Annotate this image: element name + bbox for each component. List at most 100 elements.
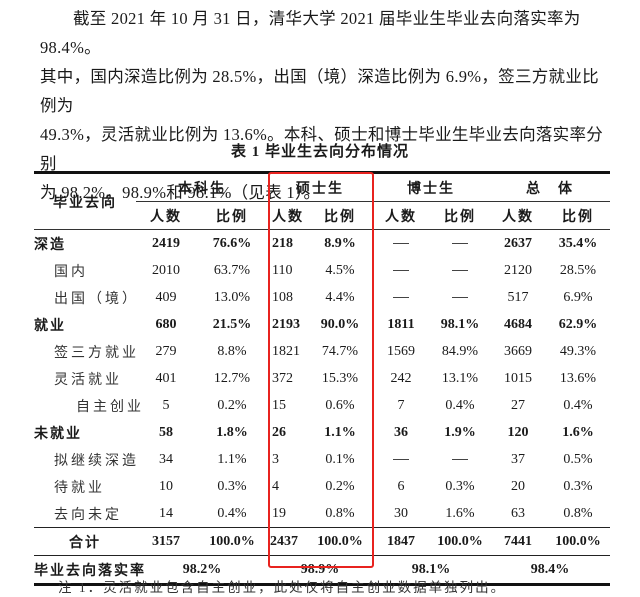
- graduate-destination-table: 毕业去向 本科生 硕士生 博士生 总 体 人数 比例 人数 比例 人数 比例 人…: [34, 171, 610, 586]
- row-label: 待就业: [54, 480, 105, 496]
- ratio-cell: 1.6%: [445, 505, 475, 521]
- ratio-cell: 1.1%: [324, 424, 356, 440]
- group-header-undergrad: 本科生: [136, 171, 268, 202]
- row-label: 灵活就业: [54, 372, 122, 388]
- count-cell: 108: [272, 289, 293, 305]
- subheader-ratio: 比例: [196, 201, 268, 230]
- count-cell: 26: [272, 424, 286, 440]
- group-header-total: 总 体: [490, 171, 610, 202]
- count-cell: 110: [272, 262, 293, 278]
- ratio-cell: 21.5%: [212, 316, 252, 332]
- ratio-cell: 100.0%: [196, 527, 268, 556]
- ratio-cell: 0.3%: [217, 478, 247, 494]
- rate-cell: 98.4%: [490, 555, 610, 586]
- row-label: 出国（境）: [54, 291, 139, 307]
- ratio-cell: 0.3%: [445, 478, 475, 494]
- table-row: 签三方就业 279 8.8% 1821 74.7% 1569 84.9% 3669 49.3%: [34, 338, 610, 365]
- table-row: 自主创业 5 0.2% 15 0.6% 7 0.4% 27 0.4%: [34, 392, 610, 419]
- ratio-cell: 1.8%: [216, 424, 248, 440]
- count-cell: 4: [272, 478, 279, 494]
- ratio-cell: 0.4%: [217, 505, 247, 521]
- ratio-cell: 76.6%: [212, 235, 252, 251]
- dash-icon: [452, 242, 468, 244]
- count-cell: 3157: [136, 527, 196, 556]
- ratio-cell: 0.8%: [563, 505, 593, 521]
- ratio-cell: 35.4%: [558, 235, 598, 251]
- subheader-count: 人数: [136, 201, 196, 230]
- count-cell: 34: [159, 451, 173, 467]
- dash-icon: [393, 296, 409, 298]
- ratio-cell: [430, 284, 490, 311]
- count-cell: 58: [159, 424, 173, 440]
- paragraph-line-2: 其中，国内深造比例为 28.5%，出国（境）深造比例为 6.9%，签三方就业比例…: [40, 67, 599, 115]
- count-cell: 1811: [387, 316, 415, 332]
- row-label: 未就业: [34, 426, 82, 442]
- ratio-cell: 74.7%: [321, 343, 359, 359]
- count-cell: 27: [511, 397, 525, 413]
- row-label: 就业: [34, 318, 66, 334]
- count-cell: 2120: [504, 262, 532, 278]
- subheader-count: 人数: [372, 201, 430, 230]
- count-cell: 372: [272, 370, 293, 386]
- ratio-cell: [430, 446, 490, 473]
- ratio-cell: 8.9%: [324, 235, 356, 251]
- count-cell: 30: [394, 505, 408, 521]
- ratio-cell: 1.6%: [562, 424, 594, 440]
- count-cell: 19: [272, 505, 286, 521]
- count-cell: 401: [155, 370, 177, 386]
- dash-icon: [452, 458, 468, 460]
- ratio-cell: 100.0%: [308, 527, 372, 556]
- count-cell: 63: [511, 505, 525, 521]
- count-cell: 37: [511, 451, 525, 467]
- count-cell: [372, 257, 430, 284]
- table-row: 国内 2010 63.7% 110 4.5% 2120 28.5%: [34, 257, 610, 284]
- table-row: 灵活就业 401 12.7% 372 15.3% 242 13.1% 1015 13.6%: [34, 365, 610, 392]
- table-caption: 表 1 毕业生去向分布情况: [230, 144, 409, 160]
- count-cell: 279: [155, 343, 177, 359]
- row-label: 签三方就业: [54, 345, 139, 361]
- count-cell: 20: [511, 478, 525, 494]
- subheader-ratio: 比例: [308, 201, 372, 230]
- count-cell: 5: [162, 397, 170, 413]
- ratio-cell: [430, 230, 490, 258]
- ratio-cell: 15.3%: [321, 370, 359, 386]
- dash-icon: [393, 242, 409, 244]
- count-cell: 218: [272, 235, 293, 251]
- table-row: 去向未定 14 0.4% 19 0.8% 30 1.6% 63 0.8%: [34, 500, 610, 528]
- ratio-cell: 0.8%: [325, 505, 355, 521]
- ratio-cell: 8.8%: [217, 343, 247, 359]
- count-cell: 1821: [272, 343, 300, 359]
- ratio-cell: 12.7%: [213, 370, 251, 386]
- count-cell: [372, 284, 430, 311]
- ratio-cell: 84.9%: [441, 343, 479, 359]
- ratio-cell: 100.0%: [430, 527, 490, 556]
- count-cell: 1569: [387, 343, 415, 359]
- count-cell: 517: [507, 289, 529, 305]
- ratio-cell: 4.4%: [325, 289, 355, 305]
- ratio-cell: 0.2%: [217, 397, 247, 413]
- ratio-cell: 1.1%: [217, 451, 247, 467]
- ratio-cell: 28.5%: [559, 262, 597, 278]
- ratio-cell: 49.3%: [559, 343, 597, 359]
- table-row: 出国（境） 409 13.0% 108 4.4% 517 6.9%: [34, 284, 610, 311]
- count-cell: [372, 446, 430, 473]
- ratio-cell: 100.0%: [546, 527, 610, 556]
- count-cell: 15: [272, 397, 286, 413]
- table-note: 注 1．灵活就业包含自主创业，此处仅将自主创业数据单独列出。: [58, 580, 507, 595]
- row-label: 去向未定: [54, 507, 122, 523]
- row-header: 毕业去向: [34, 171, 136, 230]
- ratio-cell: 1.9%: [444, 424, 476, 440]
- count-cell: 2437: [268, 527, 308, 556]
- count-cell: 7: [397, 397, 405, 413]
- rate-cell: 98.2%: [136, 555, 268, 586]
- ratio-cell: 0.3%: [563, 478, 593, 494]
- ratio-cell: 90.0%: [320, 316, 360, 332]
- ratio-cell: 0.5%: [563, 451, 593, 467]
- count-cell: 3669: [504, 343, 532, 359]
- subheader-count: 人数: [268, 201, 308, 230]
- ratio-cell: 0.2%: [325, 478, 355, 494]
- ratio-cell: 63.7%: [213, 262, 251, 278]
- row-label: 深造: [34, 237, 66, 253]
- total-label: 合计: [34, 527, 136, 556]
- count-cell: 7441: [490, 527, 546, 556]
